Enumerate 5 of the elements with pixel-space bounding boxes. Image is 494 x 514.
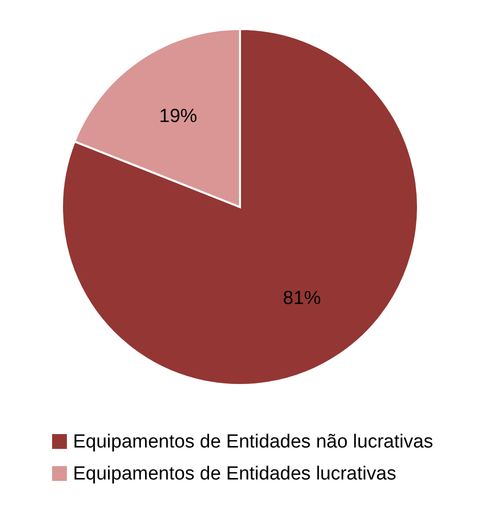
pie-slice: [61, 28, 419, 386]
data-label: 81%: [282, 288, 321, 309]
data-label: 19%: [159, 106, 198, 128]
legend-label: Equipamentos de Entidades lucrativas: [73, 464, 396, 484]
legend-label: Equipamentos de Entidades não lucrativas: [73, 432, 434, 452]
